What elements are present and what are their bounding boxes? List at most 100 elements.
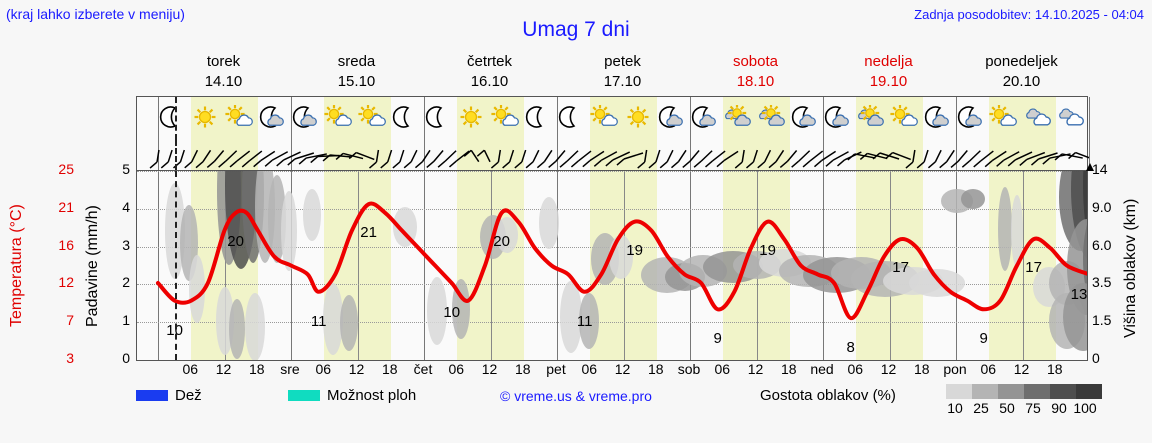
x-tick-label: 18: [248, 361, 265, 377]
cloud-density-swatch: [1024, 384, 1050, 399]
temperature-tick: 16: [58, 236, 74, 253]
cloud-height-axis-title: Višina oblakov (km): [1122, 198, 1139, 338]
day-name: petek: [604, 53, 641, 70]
day-separator: [424, 97, 425, 140]
day-separator: [690, 140, 691, 170]
x-tick-label: 12: [880, 361, 897, 377]
series-legend: Dež Možnost ploh: [136, 385, 736, 411]
x-tick-label: 06: [581, 361, 598, 377]
day-separator: [823, 97, 824, 140]
x-tick-label: 06: [182, 361, 199, 377]
day-date: 19.10: [869, 73, 908, 90]
day-separator: [823, 140, 824, 170]
day-name: nedelja: [864, 53, 913, 70]
gridline: [137, 322, 1087, 324]
cloud-density-tick-labels: 10 25 50 75 90 100: [942, 400, 1098, 416]
cloud-density-tick: 100: [1073, 400, 1097, 416]
moon-cloud-icon: [258, 105, 291, 131]
moon-cloud-icon: [657, 105, 690, 131]
moon-icon: [424, 105, 457, 131]
cloud-icon: [1056, 105, 1089, 131]
x-tick-label: 12: [215, 361, 232, 377]
x-tick-label: sob: [677, 361, 701, 377]
gridline: [137, 171, 1087, 172]
x-tick-label: 18: [913, 361, 930, 377]
x-tick-label: pet: [546, 361, 566, 377]
moon-cloud-icon: [690, 105, 723, 131]
cloud-density-swatch: [946, 384, 972, 399]
cloud-axis-arrow: [1086, 163, 1094, 171]
hour-separator: [490, 171, 492, 360]
cloud-density-overlay: [165, 171, 1087, 360]
temperature-extreme-label: 20: [227, 232, 244, 250]
cloud-icon: [1023, 105, 1056, 131]
x-tick-label: 06: [847, 361, 864, 377]
moon-cloud-icon: [823, 105, 856, 131]
x-tick-label: 12: [614, 361, 631, 377]
temperature-extreme-label: 20: [493, 232, 510, 250]
x-tick-label: 06: [315, 361, 332, 377]
day-name: ponedeljek: [985, 53, 1058, 70]
sun-cloud-icon: [224, 105, 258, 131]
cloud-height-tick: 0: [1092, 350, 1100, 366]
temperature-extreme-label: 8: [846, 339, 855, 357]
sun-icon: [457, 105, 490, 131]
legend-label-rain: Dež: [175, 387, 202, 404]
cloud-height-tick: 1.5: [1092, 312, 1112, 329]
showers-color-swatch: [288, 390, 320, 401]
precipitation-axis-title: Padavine (mm/h): [84, 205, 101, 327]
cloud-height-tick: 3.5: [1092, 274, 1112, 291]
x-tick-label: 18: [381, 361, 398, 377]
weather-icon-strip: [136, 96, 1090, 140]
day-name: sreda: [337, 53, 376, 70]
day-separator: [1089, 140, 1090, 170]
cloud-density-tick: 75: [1025, 400, 1041, 416]
sun-cloud-icon: [590, 105, 623, 131]
legend-item-showers: Možnost ploh: [288, 387, 416, 404]
temperature-extreme-label: 11: [310, 312, 327, 330]
x-tick-label: sre: [280, 361, 300, 377]
x-tick-label: ned: [810, 361, 834, 377]
day-date: 17.10: [603, 73, 642, 90]
moon-cloud-icon: [956, 105, 989, 131]
day-separator: [956, 171, 957, 360]
cloud-sun-icon: [723, 105, 756, 131]
temperature-tick: 7: [66, 312, 74, 329]
temperature-extreme-label: 19: [759, 241, 776, 259]
cloud-density-swatch: [972, 384, 998, 399]
x-tick-label: 06: [448, 361, 465, 377]
temperature-extreme-label: 9: [713, 330, 722, 348]
x-tick-label: 06: [714, 361, 731, 377]
cloud-density-tick: 50: [999, 400, 1015, 416]
temperature-extreme-label: 9: [979, 330, 988, 348]
day-header-sreda: sreda 15.10: [290, 52, 423, 96]
wind-barbs: [149, 149, 1089, 169]
sun-cloud-icon: [490, 105, 524, 131]
cloud-density-swatch: [1076, 384, 1102, 399]
day-header-petek: petek 17.10: [556, 52, 689, 96]
x-tick-label: 12: [1013, 361, 1030, 377]
moon-icon: [158, 105, 191, 131]
day-separator: [424, 140, 425, 170]
precipitation-tick: 3: [122, 236, 130, 253]
temperature-extreme-label: 10: [443, 304, 461, 322]
day-separator: [158, 171, 159, 360]
cloud-density-swatch: [998, 384, 1024, 399]
day-separator: [956, 140, 957, 170]
day-date: 20.10: [1002, 73, 1041, 90]
precipitation-tick: 1: [122, 312, 130, 329]
temperature-extreme-label: 11: [576, 312, 593, 330]
temperature-line: [156, 201, 1087, 321]
cloud-density-tick: 25: [973, 400, 989, 416]
moon-cloud-icon: [790, 105, 823, 131]
day-date: 16.10: [470, 73, 509, 90]
precipitation-tick: 5: [122, 161, 130, 177]
cloud-sun-icon: [856, 105, 889, 131]
temperature-extreme-label: 17: [892, 259, 909, 277]
x-tick-label: čet: [413, 361, 433, 377]
precipitation-tick: 0: [122, 350, 130, 366]
day-header-row: torek 14.10 sreda 15.10 četrtek 16.10 petek 17.…: [136, 52, 1088, 96]
day-header-torek: torek 14.10: [157, 52, 290, 96]
x-axis-tick-labels: 06 12 18 sre 06 12 18 čet 06 12 18 pet 06 12 18 sob 06 12…: [136, 361, 1088, 381]
sun-cloud-icon: [989, 105, 1022, 131]
